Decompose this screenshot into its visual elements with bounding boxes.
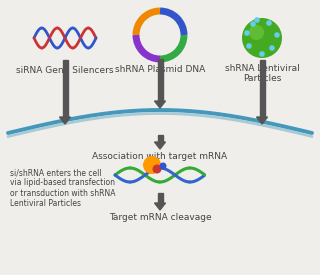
Circle shape (249, 25, 264, 40)
Polygon shape (157, 59, 163, 101)
Polygon shape (62, 60, 68, 117)
Polygon shape (155, 142, 165, 149)
Text: shRNA Plasmid DNA: shRNA Plasmid DNA (115, 65, 205, 74)
Polygon shape (157, 135, 163, 142)
Text: Target mRNA cleavage: Target mRNA cleavage (109, 213, 211, 222)
Text: Association with target mRNA: Association with target mRNA (92, 152, 228, 161)
Polygon shape (260, 60, 265, 117)
Circle shape (250, 21, 256, 27)
Polygon shape (155, 101, 165, 108)
Polygon shape (257, 117, 268, 124)
Circle shape (246, 43, 252, 49)
Text: si/shRNA enters the cell
via lipid-based transfection
or transduction with shRNA: si/shRNA enters the cell via lipid-based… (10, 168, 116, 208)
Circle shape (269, 45, 275, 51)
Polygon shape (60, 117, 70, 124)
Circle shape (274, 32, 280, 38)
Circle shape (242, 18, 282, 58)
Circle shape (254, 17, 260, 23)
Polygon shape (155, 203, 165, 210)
Circle shape (266, 20, 272, 26)
Polygon shape (157, 193, 163, 203)
Circle shape (159, 163, 166, 169)
Text: shRNA Lentiviral
Particles: shRNA Lentiviral Particles (225, 64, 300, 83)
Circle shape (259, 51, 265, 57)
Text: siRNA Gene Silencers: siRNA Gene Silencers (16, 66, 114, 75)
Circle shape (153, 164, 162, 174)
Circle shape (143, 156, 161, 174)
Circle shape (244, 30, 250, 36)
